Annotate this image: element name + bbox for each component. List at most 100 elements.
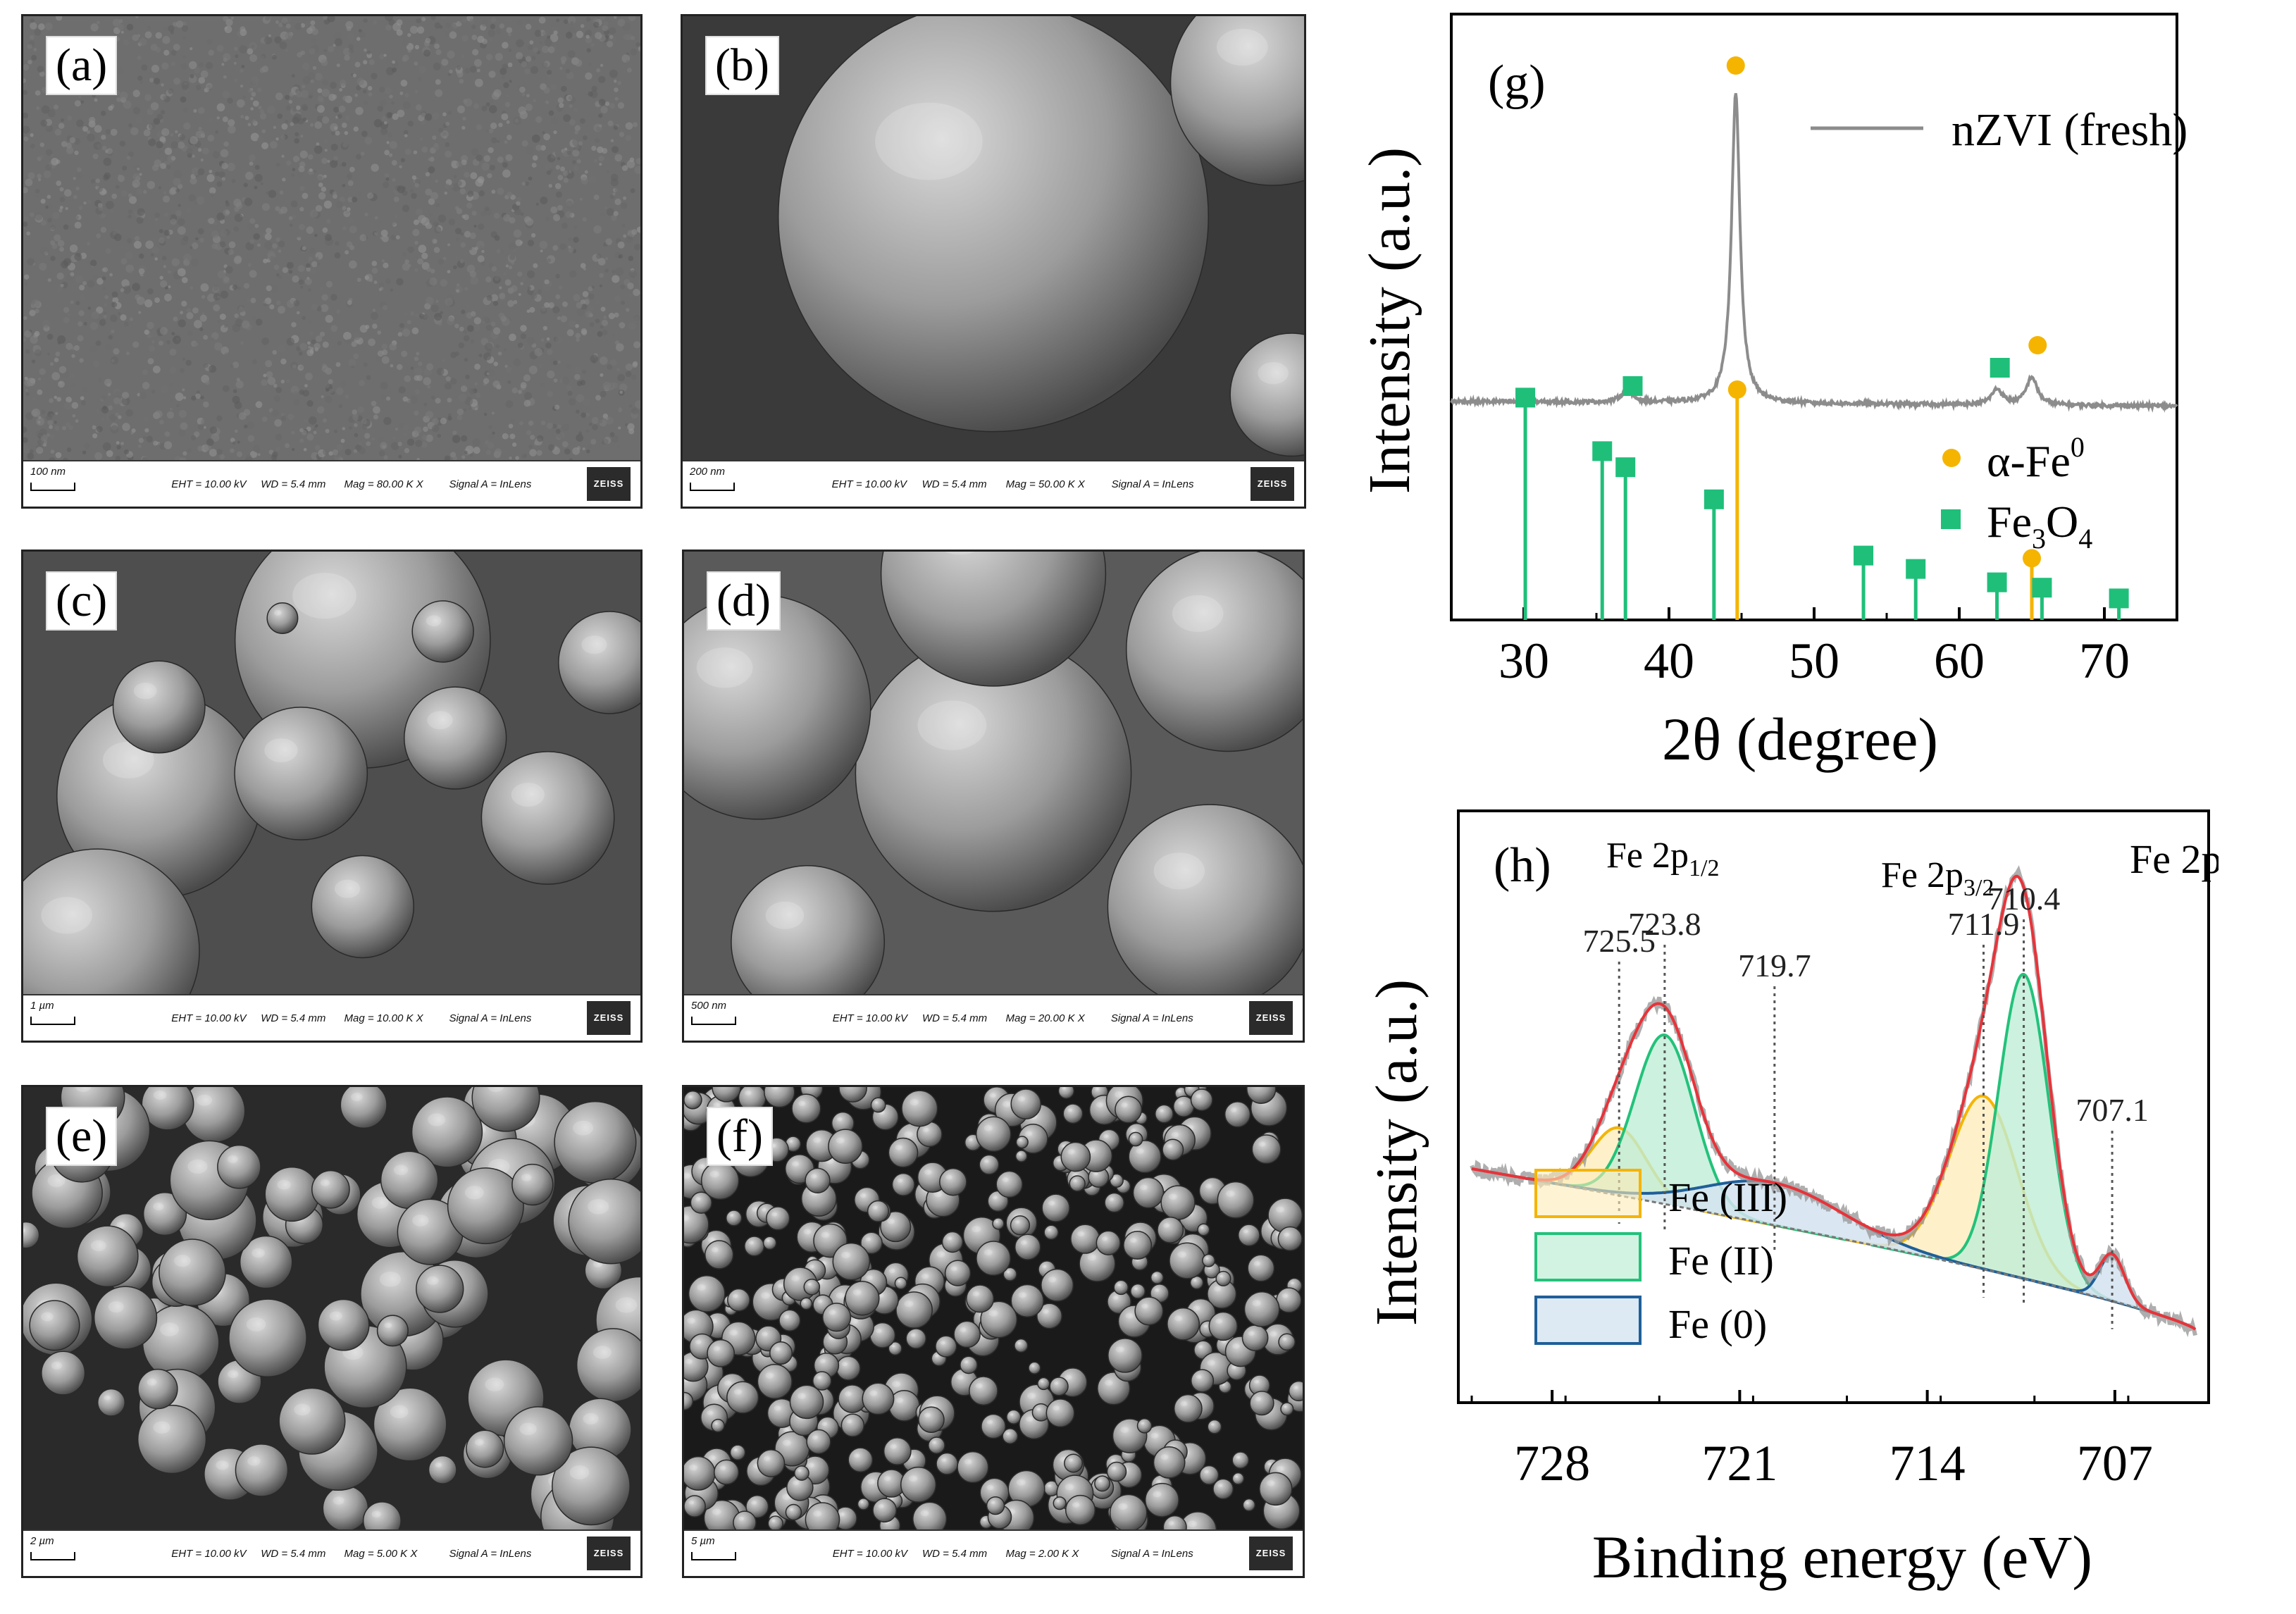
surface-grain	[285, 23, 291, 29]
surface-grain	[248, 291, 256, 299]
particle-highlight	[320, 1179, 330, 1186]
particle-highlight	[749, 1241, 754, 1245]
particle-highlight	[1025, 1131, 1033, 1136]
surface-grain	[347, 197, 353, 202]
surface-grain	[576, 30, 584, 39]
xps-y-axis-label: Intensity (a.u.)	[1364, 979, 1429, 1326]
surface-grain	[309, 331, 314, 336]
particle-highlight	[798, 1469, 802, 1472]
surface-grain	[139, 253, 144, 259]
surface-grain	[603, 21, 608, 26]
surface-grain	[215, 171, 220, 176]
surface-grain	[56, 180, 62, 187]
surface-grain	[122, 166, 128, 171]
surface-grain	[42, 319, 51, 328]
surface-grain	[509, 217, 516, 224]
surface-grain	[569, 104, 573, 108]
particle-highlight	[1178, 1100, 1184, 1105]
surface-grain	[23, 125, 30, 134]
surface-grain	[463, 99, 468, 104]
surface-grain	[128, 151, 135, 157]
surface-grain	[216, 116, 220, 120]
particle-highlight	[264, 738, 298, 762]
surface-grain	[201, 294, 206, 299]
surface-grain	[359, 31, 366, 38]
surface-grain	[92, 425, 97, 430]
particle-highlight	[788, 1140, 793, 1143]
surface-grain	[216, 415, 223, 421]
sem-eht-field: EHT = 10.00 kV	[832, 1012, 908, 1024]
surface-grain	[432, 418, 439, 425]
surface-grain	[120, 442, 124, 445]
surface-grain	[550, 117, 559, 125]
surface-grain	[33, 48, 37, 51]
surface-grain	[377, 105, 384, 112]
surface-grain	[31, 410, 38, 417]
surface-grain	[218, 171, 225, 178]
surface-grain	[464, 172, 470, 178]
surface-grain	[505, 400, 514, 409]
surface-grain	[407, 32, 411, 37]
surface-grain	[128, 196, 137, 204]
surface-grain	[211, 243, 218, 249]
particle-highlight	[803, 1229, 812, 1235]
surface-grain	[421, 217, 430, 226]
surface-grain	[172, 335, 181, 344]
surface-grain	[207, 135, 215, 142]
surface-grain	[250, 132, 259, 142]
surface-grain	[567, 16, 576, 25]
particle-highlight	[1117, 1284, 1121, 1286]
xrd-fe3o4-marker	[1990, 358, 2010, 378]
particle-highlight	[988, 1310, 998, 1317]
surface-grain	[516, 201, 521, 206]
surface-grain	[455, 256, 459, 260]
particle-highlight	[1018, 1292, 1027, 1298]
xps-group-label-2p32: Fe 2p3/2	[1881, 855, 1994, 901]
surface-grain	[397, 109, 405, 118]
particle-sphere	[975, 1116, 1012, 1153]
scale-bar-label: 500 nm	[691, 1000, 727, 1012]
surface-grain	[151, 340, 155, 344]
particle-highlight	[294, 1403, 311, 1416]
surface-grain	[582, 447, 585, 451]
surface-grain	[460, 54, 465, 58]
surface-grain	[581, 369, 587, 374]
surface-grain	[387, 132, 392, 138]
particle-highlight	[1219, 1274, 1223, 1278]
surface-grain	[255, 318, 263, 326]
surface-grain	[80, 252, 87, 259]
surface-grain	[185, 207, 192, 213]
surface-grain	[588, 422, 592, 426]
surface-grain	[104, 294, 109, 299]
surface-grain	[535, 116, 542, 123]
surface-grain	[278, 240, 285, 248]
particle-sphere	[812, 1371, 832, 1391]
surface-grain	[521, 181, 526, 186]
surface-grain	[374, 216, 378, 220]
surface-grain	[349, 218, 354, 224]
surface-grain	[628, 256, 634, 261]
particle-highlight	[1062, 1087, 1066, 1090]
surface-grain	[397, 442, 402, 447]
surface-grain	[611, 405, 619, 414]
particle-highlight	[1205, 1257, 1209, 1260]
surface-grain	[304, 372, 313, 380]
surface-grain	[433, 247, 440, 254]
surface-grain	[152, 365, 161, 373]
surface-grain	[139, 173, 142, 176]
surface-grain	[266, 105, 275, 114]
surface-grain	[97, 278, 104, 285]
sem-panel-letter: (e)	[46, 1107, 118, 1166]
surface-grain	[435, 89, 443, 97]
surface-grain	[299, 366, 304, 369]
surface-grain	[456, 161, 463, 168]
surface-grain	[548, 110, 554, 116]
particle-highlight	[867, 1479, 876, 1485]
particle-highlight	[904, 1131, 913, 1138]
particle-highlight	[1255, 1396, 1262, 1401]
particle-sphere	[857, 1498, 870, 1510]
surface-grain	[362, 89, 367, 94]
surface-grain	[592, 424, 598, 430]
surface-grain	[310, 20, 316, 25]
surface-grain	[503, 272, 507, 276]
